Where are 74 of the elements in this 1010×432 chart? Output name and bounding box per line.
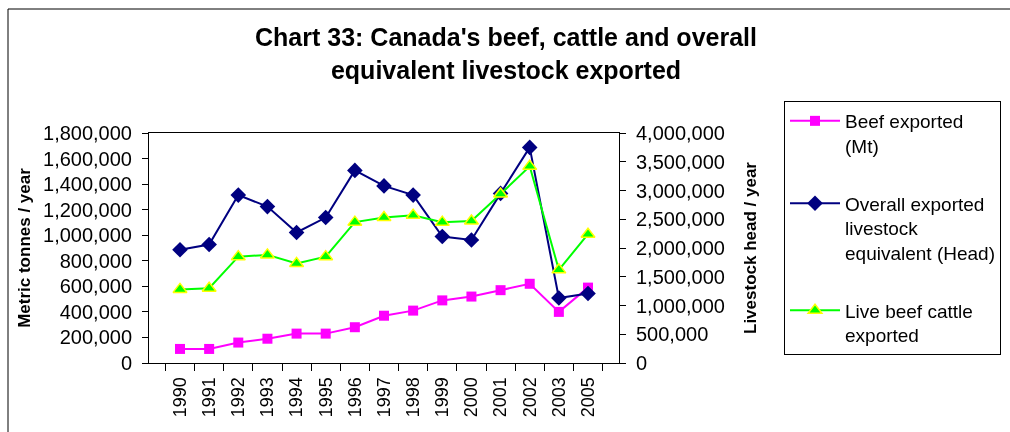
point bbox=[408, 305, 419, 316]
x-tick-label: 1995 bbox=[315, 377, 336, 418]
point bbox=[524, 278, 535, 289]
y2-tick-label: 0 bbox=[636, 352, 648, 374]
point bbox=[495, 285, 506, 296]
y-tick-label: 1,800,000 bbox=[43, 122, 132, 144]
point bbox=[230, 187, 247, 203]
y2-axis-title: Livestock head / year bbox=[741, 161, 761, 334]
point bbox=[172, 282, 188, 294]
y2-tick-label: 1,500,000 bbox=[636, 265, 725, 288]
x-tick-label: 1993 bbox=[257, 377, 278, 418]
y-tick-label: 1,600,000 bbox=[43, 147, 132, 170]
y-axis-title: Metric tonnes / year bbox=[14, 167, 34, 328]
legend-label: Live beef cattle exported bbox=[845, 300, 973, 347]
point bbox=[175, 343, 185, 354]
chart-title: Chart 33: Canada's beef, cattle and overall equivalent livestock exported bbox=[255, 23, 757, 84]
point bbox=[553, 306, 564, 317]
y2-tick-label: 2,000,000 bbox=[636, 237, 725, 259]
point bbox=[262, 333, 273, 344]
point bbox=[466, 291, 477, 302]
point bbox=[580, 285, 596, 302]
y2-tick-label: 2,500,000 bbox=[636, 208, 725, 231]
point bbox=[349, 322, 360, 333]
y-tick-label: 600,000 bbox=[59, 275, 132, 298]
y-tick-label: 1,000,000 bbox=[43, 224, 132, 247]
point bbox=[437, 295, 448, 306]
point bbox=[230, 249, 246, 261]
x-tick-label: 1990 bbox=[169, 377, 190, 418]
x-tick-label: 1997 bbox=[373, 377, 394, 418]
x-tick-label: 2002 bbox=[519, 377, 540, 418]
point bbox=[201, 236, 217, 253]
x-tick-label: 2005 bbox=[577, 377, 598, 418]
point bbox=[521, 139, 538, 156]
point bbox=[405, 187, 421, 203]
y-tick-label: 1,200,000 bbox=[43, 198, 132, 221]
point bbox=[259, 198, 276, 215]
x-tick-label: 1991 bbox=[198, 377, 219, 418]
legend-label: Beef exported (Mt) bbox=[845, 111, 964, 157]
point bbox=[204, 343, 215, 354]
x-tick-label: 2000 bbox=[461, 377, 482, 418]
y2-tick-label: 500,000 bbox=[636, 323, 709, 346]
point bbox=[434, 228, 451, 245]
y-tick-label: 0 bbox=[120, 352, 132, 374]
point bbox=[522, 159, 538, 171]
y-tick-label: 400,000 bbox=[59, 300, 132, 323]
x-tick-label: 1992 bbox=[228, 377, 249, 418]
point bbox=[347, 162, 363, 179]
point bbox=[320, 328, 331, 339]
point bbox=[463, 232, 480, 248]
x-tick-label: 1994 bbox=[286, 377, 307, 418]
y-tick-label: 1,400,000 bbox=[43, 173, 132, 196]
legend-label: Overall exported livestock equivalent (Head) bbox=[845, 193, 995, 265]
point bbox=[318, 249, 334, 261]
x-tick-label: 1999 bbox=[432, 377, 453, 418]
point bbox=[233, 337, 244, 348]
point bbox=[376, 178, 392, 194]
point bbox=[288, 224, 305, 241]
x-tick-label: 2003 bbox=[548, 377, 569, 418]
x-tick-label: 2001 bbox=[490, 377, 511, 418]
y-tick-label: 800,000 bbox=[59, 249, 132, 272]
x-tick-label: 1998 bbox=[402, 377, 423, 418]
y2-tick-label: 3,000,000 bbox=[636, 179, 725, 202]
y-tick-label: 200,000 bbox=[59, 326, 132, 349]
point bbox=[291, 328, 302, 339]
point bbox=[379, 310, 389, 321]
point bbox=[551, 290, 567, 306]
y2-tick-label: 3,500,000 bbox=[636, 150, 725, 173]
y2-tick-label: 1,000,000 bbox=[636, 294, 725, 317]
point bbox=[317, 209, 334, 226]
point bbox=[288, 256, 305, 268]
x-tick-label: 1996 bbox=[344, 377, 365, 418]
y2-tick-label: 4,000,000 bbox=[636, 122, 725, 144]
point bbox=[376, 210, 392, 222]
point bbox=[172, 241, 188, 258]
